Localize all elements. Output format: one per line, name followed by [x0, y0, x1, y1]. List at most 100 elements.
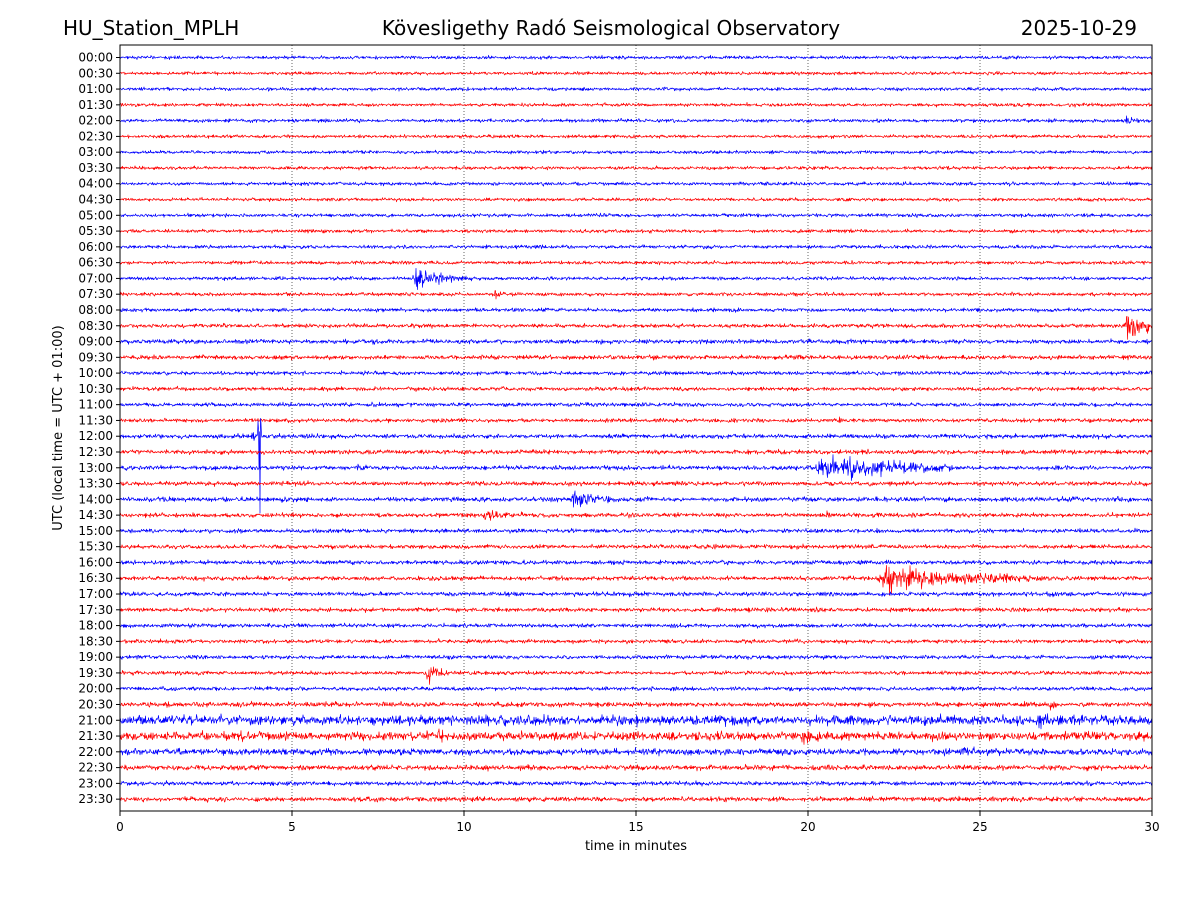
- trace-0730: [119, 290, 1153, 300]
- trace-0700: [119, 267, 1153, 290]
- trace-2230: [119, 763, 1153, 772]
- x-tick-label: 15: [628, 820, 643, 834]
- y-tick-label: 14:00: [78, 492, 113, 506]
- trace-1130: [119, 416, 1153, 424]
- trace-2000: [119, 685, 1153, 692]
- y-tick-label: 08:30: [78, 319, 113, 333]
- y-tick-label: 14:30: [78, 508, 113, 522]
- y-tick-label: 03:30: [78, 161, 113, 175]
- y-tick-label: 15:30: [78, 540, 113, 554]
- x-tick-label: 0: [116, 820, 124, 834]
- trace-0230: [119, 134, 1153, 140]
- trace-1830: [119, 638, 1153, 645]
- y-tick-label: 07:00: [78, 271, 113, 285]
- date-title: 2025-10-29: [1021, 16, 1137, 40]
- y-axis-label: UTC (local time = UTC + 01:00): [51, 325, 66, 530]
- y-tick-label: 10:30: [78, 382, 113, 396]
- y-tick-label: 04:30: [78, 193, 113, 207]
- trace-1000: [119, 370, 1153, 377]
- trace-0100: [119, 86, 1153, 92]
- x-tick-label: 20: [800, 820, 815, 834]
- trace-0200: [119, 115, 1153, 124]
- trace-1800: [119, 622, 1153, 629]
- trace-0630: [119, 259, 1153, 266]
- trace-1400: [119, 490, 1153, 508]
- trace-1500: [119, 527, 1153, 534]
- trace-2200: [119, 746, 1153, 757]
- y-tick-label: 06:30: [78, 256, 113, 270]
- y-tick-label: 15:00: [78, 524, 113, 538]
- y-tick-label: 03:00: [78, 145, 113, 159]
- plot-area: [120, 45, 1152, 811]
- trace-1300: [119, 454, 1153, 481]
- y-tick-label: 22:00: [78, 745, 113, 759]
- y-tick-label: 16:30: [78, 571, 113, 585]
- trace-1100: [119, 401, 1153, 408]
- trace-0130: [119, 102, 1153, 108]
- trace-1600: [119, 559, 1153, 566]
- trace-1230: [119, 448, 1153, 456]
- x-tick-label: 10: [456, 820, 471, 834]
- trace-0600: [119, 244, 1153, 250]
- x-tick-label: 5: [288, 820, 296, 834]
- y-tick-label: 09:30: [78, 350, 113, 364]
- trace-1630: [119, 565, 1153, 596]
- trace-1730: [119, 606, 1153, 614]
- trace-0500: [119, 212, 1153, 218]
- trace-0800: [119, 307, 1153, 313]
- trace-0900: [119, 338, 1153, 345]
- y-tick-label: 19:30: [78, 666, 113, 680]
- y-tick-label: 16:00: [78, 555, 113, 569]
- trace-2030: [119, 700, 1153, 711]
- y-tick-label: 08:00: [78, 303, 113, 317]
- trace-1030: [119, 385, 1153, 392]
- y-tick-label: 13:00: [78, 461, 113, 475]
- trace-2130: [119, 728, 1153, 745]
- x-tick-label: 25: [972, 820, 987, 834]
- trace-0830: [119, 315, 1153, 340]
- trace-2330: [119, 795, 1153, 803]
- station-title: HU_Station_MPLH: [63, 16, 239, 40]
- trace-1900: [119, 654, 1153, 661]
- y-tick-label: 01:00: [78, 82, 113, 96]
- y-tick-label: 10:00: [78, 366, 113, 380]
- x-tick-label: 30: [1144, 820, 1159, 834]
- trace-1930: [119, 666, 1153, 685]
- trace-0430: [119, 196, 1153, 203]
- trace-0530: [119, 228, 1153, 234]
- trace-2100: [119, 713, 1153, 730]
- y-tick-label: 23:30: [78, 792, 113, 806]
- y-tick-label: 05:30: [78, 224, 113, 238]
- observatory-title: Kövesligethy Radó Seismological Observat…: [382, 16, 840, 40]
- y-tick-label: 23:00: [78, 776, 113, 790]
- y-tick-label: 21:00: [78, 713, 113, 727]
- trace-2300: [119, 780, 1153, 787]
- trace-1330: [119, 480, 1153, 487]
- y-tick-label: 17:00: [78, 587, 113, 601]
- y-tick-label: 06:00: [78, 240, 113, 254]
- trace-1700: [119, 591, 1153, 598]
- y-tick-label: 19:00: [78, 650, 113, 664]
- y-tick-label: 11:30: [78, 413, 113, 427]
- trace-0400: [119, 181, 1153, 187]
- x-axis-label: time in minutes: [585, 839, 687, 854]
- y-tick-label: 12:30: [78, 445, 113, 459]
- trace-0030: [119, 70, 1153, 76]
- x-axis: 0 5 10 15 20 25 30: [116, 811, 1160, 834]
- y-tick-label: 05:00: [78, 208, 113, 222]
- y-tick-label: 12:00: [78, 429, 113, 443]
- y-tick-label: 00:00: [78, 51, 113, 65]
- y-tick-label: 01:30: [78, 98, 113, 112]
- y-tick-label: 00:30: [78, 66, 113, 80]
- y-tick-label: 18:30: [78, 634, 113, 648]
- y-tick-label: 20:00: [78, 682, 113, 696]
- y-tick-label: 04:00: [78, 177, 113, 191]
- trace-0330: [119, 165, 1153, 171]
- traces: [119, 54, 1153, 803]
- y-tick-label: 02:30: [78, 129, 113, 143]
- trace-1530: [119, 543, 1153, 550]
- y-tick-label: 09:00: [78, 335, 113, 349]
- y-tick-label: 18:00: [78, 619, 113, 633]
- y-tick-label: 13:30: [78, 477, 113, 491]
